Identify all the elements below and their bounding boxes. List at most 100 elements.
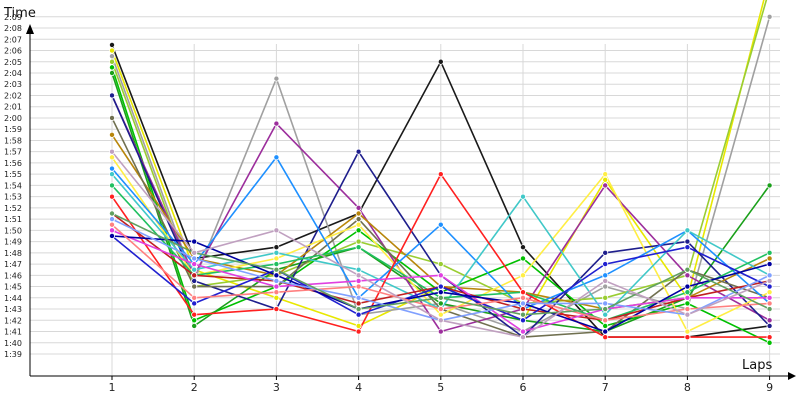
x-tick-label: 9 [766, 381, 773, 394]
data-point [602, 261, 609, 268]
y-tick-label: 1:39 [4, 350, 22, 359]
data-point [437, 261, 444, 268]
data-point [602, 171, 609, 178]
data-point [766, 249, 773, 256]
y-tick-labels: 1:39 1:40 1:41 1:42 1:43 1:44 1:45 1:46 1:47 1:48… [4, 13, 22, 359]
data-point [355, 283, 362, 290]
y-tick-label: 1:54 [4, 181, 22, 190]
y-tick-label: 1:44 [4, 294, 22, 303]
data-point [602, 277, 609, 284]
data-point [684, 300, 691, 307]
y-tick-label: 1:43 [4, 305, 22, 314]
x-tick-label: 6 [520, 381, 527, 394]
data-point [766, 317, 773, 324]
y-tick-label: 1:45 [4, 283, 22, 292]
data-point [602, 328, 609, 335]
data-point [684, 306, 691, 313]
y-tick-label: 2:09 [4, 13, 22, 22]
data-point [109, 148, 116, 155]
data-point [355, 227, 362, 234]
y-tick-label: 1:49 [4, 238, 22, 247]
data-point [355, 322, 362, 329]
data-point [437, 171, 444, 178]
data-point [602, 334, 609, 341]
data-point [355, 294, 362, 301]
data-point [273, 294, 280, 301]
grid-layer [30, 16, 780, 376]
data-point [273, 266, 280, 273]
data-point [602, 306, 609, 313]
data-point [437, 289, 444, 296]
data-point [355, 311, 362, 318]
data-point [520, 289, 527, 296]
data-point [355, 221, 362, 228]
data-point [520, 311, 527, 318]
y-tick-label: 2:00 [4, 114, 22, 123]
data-point [355, 272, 362, 279]
data-point [520, 272, 527, 279]
data-point [602, 249, 609, 256]
data-point [109, 193, 116, 200]
data-point [355, 244, 362, 251]
y-tick-label: 1:42 [4, 316, 22, 325]
data-point [273, 283, 280, 290]
data-point [191, 294, 198, 301]
data-point [520, 255, 527, 262]
data-point [766, 277, 773, 284]
data-point [191, 238, 198, 245]
y-tick-label: 1:51 [4, 215, 22, 224]
data-point [766, 300, 773, 307]
data-point [602, 311, 609, 318]
y-tick-label: 1:57 [4, 148, 22, 157]
data-point [437, 272, 444, 279]
data-point [437, 58, 444, 65]
data-point [191, 300, 198, 307]
data-point [437, 300, 444, 307]
data-point [602, 182, 609, 189]
x-tick-label: 1 [109, 381, 116, 394]
data-point [602, 294, 609, 301]
data-point [520, 317, 527, 324]
data-point [684, 266, 691, 273]
data-point [109, 154, 116, 161]
data-point [684, 294, 691, 301]
data-point [109, 41, 116, 48]
data-point [684, 244, 691, 251]
data-point [355, 216, 362, 223]
y-tick-label: 1:59 [4, 125, 22, 134]
data-point [355, 238, 362, 245]
data-point [355, 277, 362, 284]
x-tick-label: 3 [273, 381, 280, 394]
data-point [437, 306, 444, 313]
data-point [109, 171, 116, 178]
data-point [684, 238, 691, 245]
data-point [191, 311, 198, 318]
y-tick-label: 1:56 [4, 159, 22, 168]
data-point [273, 244, 280, 251]
axis-layer: Time Laps [3, 6, 796, 380]
data-point [273, 306, 280, 313]
data-point [109, 70, 116, 77]
data-point [273, 289, 280, 296]
data-point [602, 283, 609, 290]
data-point [273, 75, 280, 82]
data-point [109, 47, 116, 54]
data-point [109, 131, 116, 138]
data-point [191, 322, 198, 329]
data-point [109, 114, 116, 121]
y-tick-label: 2:01 [4, 103, 22, 112]
data-point [355, 148, 362, 155]
data-point [766, 294, 773, 301]
data-point [273, 249, 280, 256]
y-tick-label: 2:07 [4, 35, 22, 44]
data-point [766, 255, 773, 262]
y-tick-label: 2:04 [4, 69, 22, 78]
series-markers [109, 13, 773, 346]
y-tick-label: 1:52 [4, 204, 22, 213]
y-tick-label: 1:47 [4, 260, 22, 269]
y-axis-title: Time [3, 6, 36, 21]
data-point [437, 294, 444, 301]
data-point [684, 334, 691, 341]
data-point [437, 283, 444, 290]
